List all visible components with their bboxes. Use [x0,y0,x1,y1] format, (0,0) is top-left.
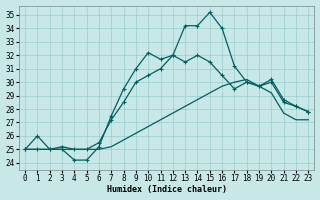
X-axis label: Humidex (Indice chaleur): Humidex (Indice chaleur) [107,185,227,194]
